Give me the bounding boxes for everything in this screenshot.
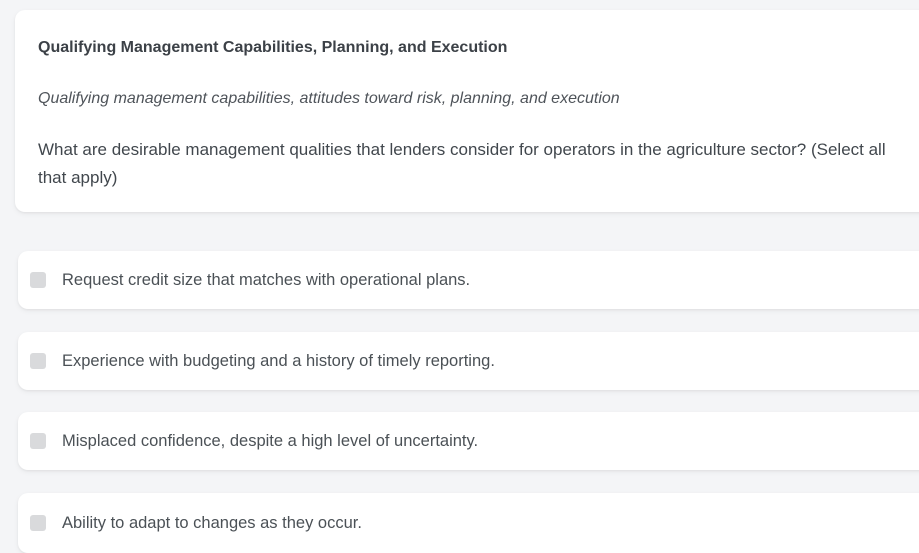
option-row[interactable]: Misplaced confidence, despite a high lev… — [18, 412, 919, 470]
question-card: Qualifying Management Capabilities, Plan… — [15, 10, 919, 212]
question-subtitle: Qualifying management capabilities, atti… — [38, 90, 620, 107]
option-label: Experience with budgeting and a history … — [62, 352, 495, 370]
checkbox-icon[interactable] — [30, 515, 46, 531]
option-row[interactable]: Experience with budgeting and a history … — [18, 332, 919, 390]
option-row[interactable]: Request credit size that matches with op… — [18, 251, 919, 309]
option-label: Misplaced confidence, despite a high lev… — [62, 432, 479, 450]
option-label: Request credit size that matches with op… — [62, 271, 471, 289]
question-title: Qualifying Management Capabilities, Plan… — [38, 39, 508, 56]
checkbox-icon[interactable] — [30, 433, 46, 449]
option-label: Ability to adapt to changes as they occu… — [62, 514, 362, 532]
question-text: What are desirable management qualities … — [38, 140, 886, 187]
checkbox-icon[interactable] — [30, 272, 46, 288]
option-row[interactable]: Ability to adapt to changes as they occu… — [18, 493, 919, 553]
checkbox-icon[interactable] — [30, 353, 46, 369]
